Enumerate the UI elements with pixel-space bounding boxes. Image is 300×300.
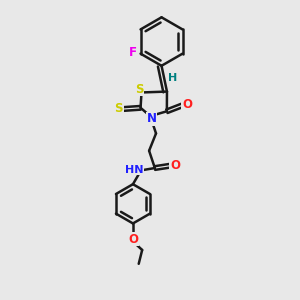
Text: F: F xyxy=(129,46,137,59)
Text: O: O xyxy=(128,232,138,246)
Text: O: O xyxy=(182,98,192,111)
Text: O: O xyxy=(170,159,180,172)
Text: S: S xyxy=(115,103,123,116)
Text: N: N xyxy=(146,112,156,125)
Text: H: H xyxy=(168,73,178,82)
Text: S: S xyxy=(135,82,143,95)
Text: HN: HN xyxy=(125,165,144,175)
